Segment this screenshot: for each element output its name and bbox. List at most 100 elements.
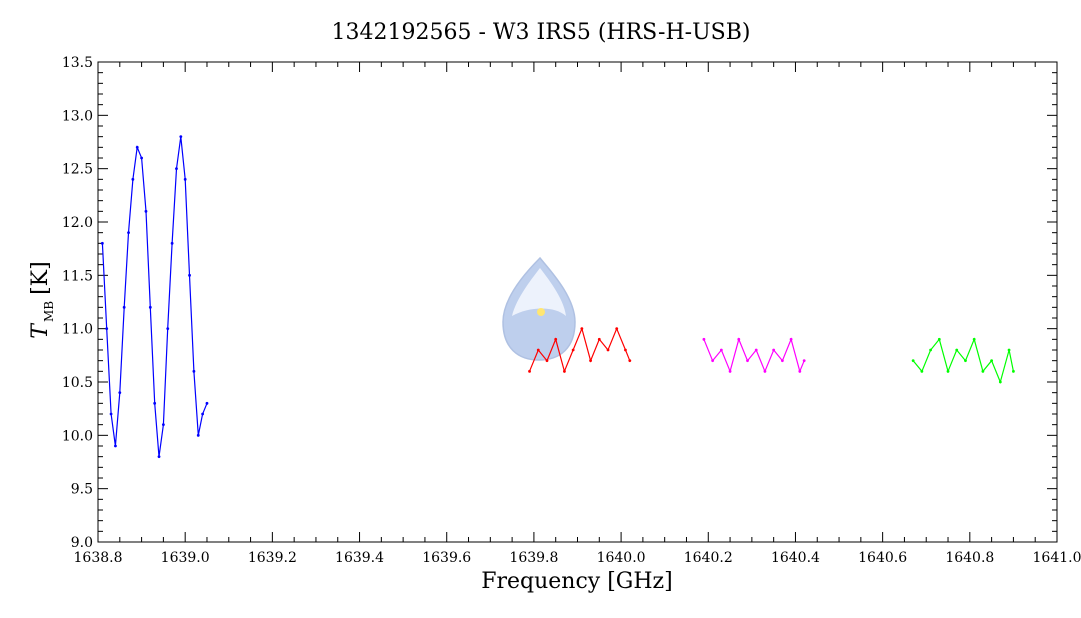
data-point (144, 209, 148, 213)
data-point (175, 167, 178, 171)
y-tick-label: 12.5 (62, 162, 93, 178)
watermark-logo (502, 256, 576, 361)
logo-highlight-icon (512, 268, 566, 316)
data-point (201, 412, 205, 416)
data-point (711, 359, 715, 363)
data-point (135, 145, 139, 149)
x-tick-label: 1639.8 (509, 550, 558, 566)
data-point (911, 359, 915, 363)
data-point (196, 433, 200, 437)
data-point (563, 369, 566, 373)
x-tick-label: 1639.0 (161, 550, 210, 566)
data-point (802, 359, 806, 363)
data-point (536, 348, 540, 352)
data-point (122, 305, 126, 309)
series-4 (911, 337, 1015, 384)
data-point (937, 337, 941, 341)
x-axis-label: Frequency [GHz] (481, 569, 673, 594)
logo-star-icon (537, 308, 545, 316)
data-point (763, 369, 767, 373)
data-point (205, 401, 209, 405)
data-point (545, 359, 549, 363)
x-tick-label: 1638.8 (74, 550, 123, 566)
data-point (100, 241, 104, 245)
data-point (628, 359, 632, 363)
data-point (580, 327, 584, 331)
data-point (780, 359, 784, 363)
x-tick-label: 1640.8 (945, 550, 994, 566)
data-point (114, 444, 117, 448)
data-point (754, 348, 758, 352)
data-point (166, 327, 170, 331)
y-tick-label: 10.5 (62, 375, 93, 391)
data-point (772, 348, 776, 352)
data-point (153, 401, 157, 405)
y-tick-label: 10.0 (62, 428, 93, 444)
x-tick-label: 1640.4 (771, 550, 820, 566)
y-axis-label-main: T (28, 322, 53, 339)
data-point (964, 359, 967, 363)
axis-ticks (97, 61, 1058, 543)
data-point (157, 455, 161, 459)
y-tick-label: 11.0 (62, 322, 93, 338)
data-point (624, 348, 627, 352)
data-point (615, 327, 619, 331)
data-point (998, 380, 1002, 384)
data-point (1007, 348, 1011, 352)
x-tick-label: 1639.6 (422, 550, 471, 566)
x-tick-label: 1641.0 (1033, 550, 1081, 566)
series-layer (100, 135, 1015, 459)
data-point (161, 423, 165, 427)
data-point (148, 305, 152, 309)
series-2 (528, 326, 632, 374)
data-point (597, 337, 601, 341)
y-tick-label: 12.0 (62, 215, 93, 231)
data-point (589, 359, 592, 363)
data-point (170, 241, 174, 245)
data-point (606, 348, 610, 352)
data-point (528, 369, 531, 373)
x-tick-label: 1640.2 (684, 550, 733, 566)
data-point (183, 177, 187, 181)
series-line (101, 136, 208, 457)
x-tick-label: 1640.6 (858, 550, 907, 566)
x-tick-label: 1640.0 (597, 550, 646, 566)
data-point (920, 369, 924, 373)
y-axis-label-sub: MB (42, 301, 56, 322)
data-point (118, 391, 122, 395)
data-point (728, 369, 732, 373)
data-point (789, 337, 793, 341)
y-tick-label: 13.5 (62, 55, 93, 71)
data-point (737, 337, 741, 341)
data-point (140, 156, 143, 160)
data-point (798, 369, 802, 373)
x-tick-label: 1639.2 (248, 550, 297, 566)
data-point (972, 337, 976, 341)
y-axis-label: TMB [K] (28, 261, 56, 338)
series-1 (100, 135, 209, 459)
y-tick-labels: 9.0 9.5 10.0 10.5 11.0 11.5 12.0 12.5 13.0 13.5 (62, 55, 93, 551)
y-axis-label-unit: [K] (28, 261, 53, 295)
data-point (719, 348, 723, 352)
y-tick-label: 13.0 (62, 108, 93, 124)
data-point (127, 231, 130, 235)
x-tick-label: 1639.4 (335, 550, 384, 566)
data-point (990, 359, 994, 363)
x-tick-labels: 1638.8 1639.0 1639.2 1639.4 1639.6 1639.8 1640… (74, 550, 1081, 566)
data-point (1012, 369, 1015, 373)
data-point (981, 369, 985, 373)
data-point (188, 273, 191, 277)
svg-text:TMB[K]: TMB [K] (28, 261, 56, 338)
y-tick-label: 11.5 (62, 268, 93, 284)
data-point (192, 369, 196, 373)
data-point (131, 177, 135, 181)
data-point (571, 348, 575, 352)
data-point (109, 412, 113, 416)
series-line (912, 337, 1014, 384)
series-3 (702, 337, 806, 374)
data-point (746, 359, 749, 363)
data-point (929, 348, 932, 352)
data-point (554, 337, 558, 341)
data-point (179, 135, 183, 139)
